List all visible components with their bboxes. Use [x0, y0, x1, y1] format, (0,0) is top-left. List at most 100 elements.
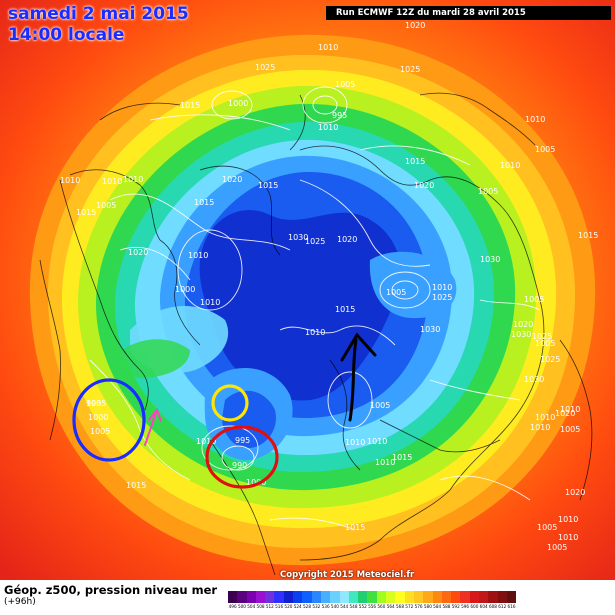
legend-swatch [246, 591, 256, 603]
pressure-label: 1015 [405, 157, 425, 166]
pressure-label: 1025 [305, 237, 325, 246]
legend-tick-label: 564 [386, 604, 395, 609]
pressure-label: 1015 [180, 101, 200, 110]
pressure-label: 1010 [558, 515, 578, 524]
pressure-label: 1030 [480, 255, 500, 264]
pressure-label: 1020 [222, 175, 242, 184]
pressure-label: 1030 [288, 233, 308, 242]
legend-tick-label: 508 [256, 604, 265, 609]
pressure-label: 1005 [335, 80, 355, 89]
pressure-label: 1005 [96, 201, 116, 210]
legend-tick-label: 608 [488, 604, 497, 609]
legend-tick-label: 520 [284, 604, 293, 609]
color-legend-ticks: 496 500 504 508 512 516 520 524 528 532 536 540 544 5… [228, 604, 516, 609]
legend-tick-label: 496 [228, 604, 237, 609]
legend-tick-label: 524 [293, 604, 302, 609]
legend-swatch [469, 591, 480, 603]
pressure-label: 1000 [175, 285, 195, 294]
legend-swatch [348, 591, 359, 603]
legend-tick-label: 616 [507, 604, 516, 609]
legend-tick-label: 592 [451, 604, 460, 609]
pressure-label: 1025 [255, 63, 275, 72]
pressure-label: 1010 [535, 413, 555, 422]
legend-swatch [404, 591, 414, 603]
pressure-label: 1020 [405, 21, 425, 30]
pressure-label: 1005 [535, 145, 555, 154]
legend-swatch [330, 591, 340, 603]
legend-swatch [497, 591, 507, 603]
legend-tick-label: 584 [433, 604, 442, 609]
pressure-label: 1025 [400, 65, 420, 74]
pressure-label: 1015 [578, 231, 598, 240]
pressure-label: 1015 [345, 523, 365, 532]
pressure-label: 1000 [88, 413, 108, 422]
pressure-label: 1010 [305, 328, 325, 337]
black-arrow-marker [340, 332, 377, 422]
pressure-label: 995 [235, 436, 250, 445]
pressure-label: 1010 [500, 161, 520, 170]
pressure-label: 1020 [128, 248, 148, 257]
legend-swatch [479, 591, 489, 603]
pressure-label: 1025 [532, 332, 552, 341]
legend-tick-label: 576 [414, 604, 423, 609]
pressure-label: 1010 [318, 123, 338, 132]
pressure-label: 1030 [511, 330, 531, 339]
pressure-label: 1030 [420, 325, 440, 334]
legend-swatch [423, 591, 433, 603]
pressure-label: 1020 [555, 409, 575, 418]
legend-tick-label: 560 [377, 604, 386, 609]
pressure-label: 1010 [367, 437, 387, 446]
pressure-label: 1010 [345, 438, 365, 447]
pressure-label: 1015 [76, 208, 96, 217]
legend-swatch [395, 591, 405, 603]
legend-swatch [432, 591, 442, 603]
legend-swatch [339, 591, 349, 603]
pressure-label: 1015 [392, 453, 412, 462]
legend-swatch [386, 591, 396, 603]
ridge-tongue-inner [114, 339, 190, 378]
legend-swatch [441, 591, 452, 603]
isobars [89, 86, 541, 531]
legend-tick-label: 612 [498, 604, 507, 609]
legend-swatch [367, 591, 377, 603]
legend-tick-label: 544 [340, 604, 349, 609]
core-dark-blue [199, 210, 401, 401]
legend-swatch [283, 591, 294, 603]
pressure-label: 1015 [126, 481, 146, 490]
east-low-area [369, 251, 457, 319]
legend-tick-label: 532 [312, 604, 321, 609]
blue-circle-marker [72, 378, 146, 462]
pressure-label: 1000 [228, 99, 248, 108]
legend-tick-label: 500 [237, 604, 246, 609]
map-variable-label: Géop. z500, pression niveau mer [4, 583, 218, 597]
legend-tick-label: 516 [275, 604, 284, 609]
date-title: samedi 2 mai 2015 [8, 4, 189, 24]
pressure-label: 1020 [565, 488, 585, 497]
legend-swatch [311, 591, 321, 603]
legend-swatch [358, 591, 368, 603]
legend-swatch [376, 591, 387, 603]
forecast-hour-label: (+96h) [4, 597, 36, 607]
pressure-label: 1010 [123, 175, 143, 184]
pressure-label: 1010 [318, 43, 338, 52]
pressure-label: 1010 [560, 405, 580, 414]
legend-swatch [451, 591, 461, 603]
color-legend [228, 591, 517, 603]
legend-swatch [265, 591, 275, 603]
legend-swatch [506, 591, 517, 603]
pressure-label: 1010 [102, 177, 122, 186]
pressure-label: 1005 [86, 399, 106, 408]
time-title: 14:00 locale [8, 25, 125, 45]
pressure-label: 995 [86, 399, 101, 408]
pressure-label: 1025 [432, 293, 452, 302]
legend-tick-label: 556 [368, 604, 377, 609]
pressure-label: 1005 [370, 401, 390, 410]
pressure-label: 1015 [194, 198, 214, 207]
legend-tick-label: 604 [479, 604, 488, 609]
legend-tick-label: 504 [247, 604, 256, 609]
yellow-circle-marker [211, 384, 249, 422]
pressure-label: 990 [232, 461, 247, 470]
pressure-label: 1005 [560, 425, 580, 434]
